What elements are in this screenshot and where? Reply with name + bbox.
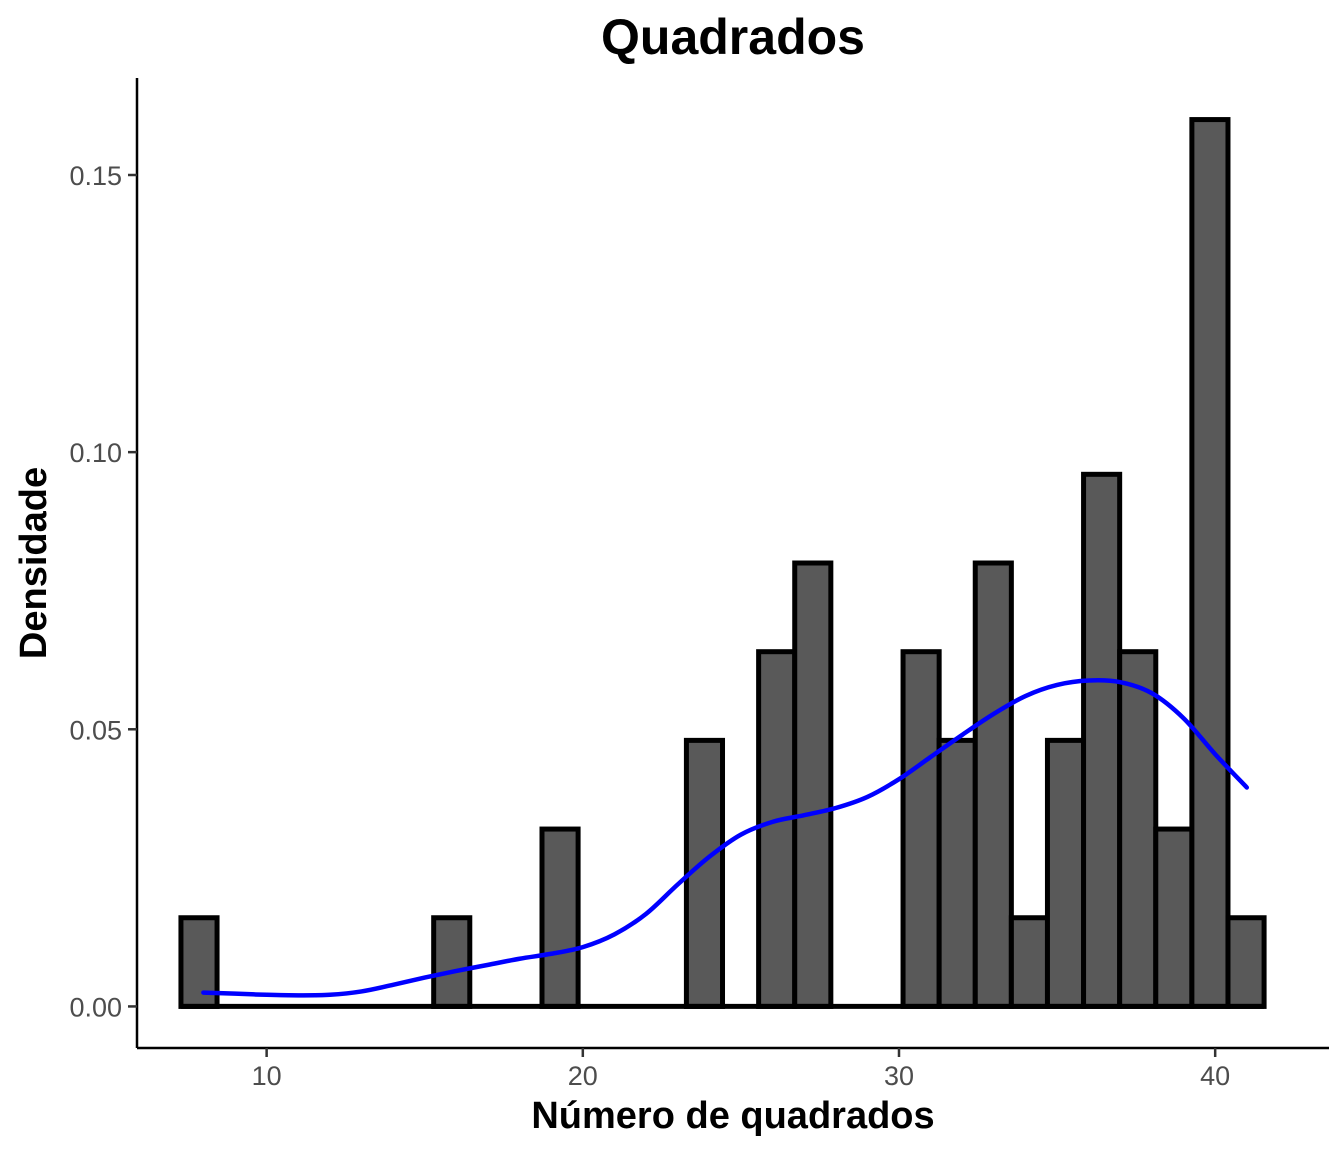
histogram-bar <box>431 915 473 1009</box>
density-curve <box>201 678 1250 998</box>
x-tick-label: 20 <box>568 1061 598 1091</box>
histogram-bar <box>1008 915 1050 1009</box>
chart-title: Quadrados <box>601 9 865 65</box>
histogram-bar <box>900 649 942 1009</box>
histogram-bar <box>1189 117 1231 1009</box>
x-tick-label: 40 <box>1200 1061 1230 1091</box>
histogram-bar <box>1225 915 1267 1009</box>
x-tick-label: 30 <box>884 1061 914 1091</box>
y-axis-ticks: 0.00 0.05 0.10 0.15 <box>69 161 137 1022</box>
histogram-bar <box>972 560 1014 1009</box>
histogram-bar <box>936 737 978 1009</box>
y-axis-title: Densidade <box>13 467 55 659</box>
histogram-bar <box>792 560 834 1009</box>
histogram-bar <box>1081 471 1123 1009</box>
histogram-bar <box>1044 737 1087 1009</box>
histogram-bars <box>178 117 1267 1009</box>
y-tick-label: 0.00 <box>69 992 122 1022</box>
x-tick-label: 10 <box>252 1061 282 1091</box>
y-tick-label: 0.15 <box>69 161 122 191</box>
histogram-bar <box>756 649 798 1009</box>
histogram-bar <box>1153 826 1195 1009</box>
y-tick-label: 0.05 <box>69 715 122 745</box>
histogram-bar <box>539 826 581 1009</box>
y-tick-label: 0.10 <box>69 438 122 468</box>
x-axis-title: Número de quadrados <box>531 1095 934 1137</box>
histogram-bar <box>1117 649 1159 1009</box>
x-axis-ticks: 10 20 30 40 <box>252 1048 1230 1091</box>
